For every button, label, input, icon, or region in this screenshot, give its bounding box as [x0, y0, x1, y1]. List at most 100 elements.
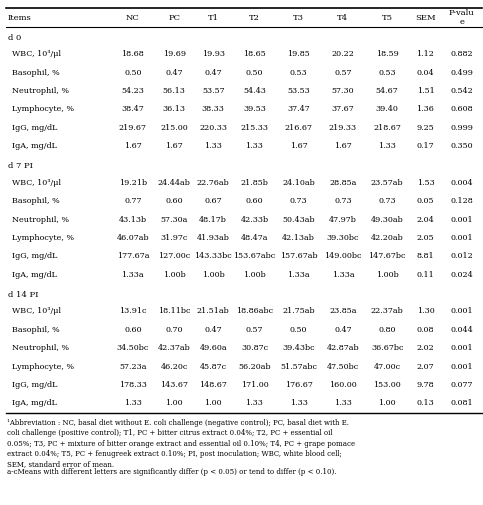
Text: 57.23a: 57.23a: [119, 363, 146, 371]
Text: 42.13ab: 42.13ab: [282, 234, 315, 242]
Text: 38.47: 38.47: [121, 106, 144, 114]
Text: P-valu
e: P-valu e: [449, 9, 474, 26]
Text: 49.30ab: 49.30ab: [371, 216, 404, 224]
Text: IgG, mg/dL: IgG, mg/dL: [12, 124, 57, 132]
Text: 56.20ab: 56.20ab: [238, 363, 271, 371]
Text: 9.78: 9.78: [417, 381, 434, 389]
Text: 1.00: 1.00: [204, 399, 222, 408]
Text: 53.57: 53.57: [202, 87, 225, 95]
Text: 0.001: 0.001: [450, 363, 473, 371]
Text: T2: T2: [249, 14, 260, 22]
Text: 48.47a: 48.47a: [241, 234, 268, 242]
Text: 24.10ab: 24.10ab: [283, 179, 315, 187]
Text: 0.542: 0.542: [450, 87, 473, 95]
Text: 48.17b: 48.17b: [199, 216, 227, 224]
Text: IgA, mg/dL: IgA, mg/dL: [12, 399, 57, 408]
Text: 0.001: 0.001: [450, 216, 473, 224]
Text: 0.47: 0.47: [165, 69, 183, 77]
Text: 0.50: 0.50: [246, 69, 263, 77]
Text: 42.33b: 42.33b: [241, 216, 269, 224]
Text: 30.87c: 30.87c: [241, 344, 268, 352]
Text: 2.02: 2.02: [416, 344, 434, 352]
Text: Basophil, %: Basophil, %: [12, 197, 59, 206]
Text: IgG, mg/dL: IgG, mg/dL: [12, 252, 57, 261]
Text: 0.11: 0.11: [416, 271, 434, 279]
Text: 0.04: 0.04: [417, 69, 434, 77]
Text: 1.36: 1.36: [416, 106, 434, 114]
Text: Lymphocyte, %: Lymphocyte, %: [12, 106, 74, 114]
Text: 1.67: 1.67: [290, 142, 308, 150]
Text: 215.33: 215.33: [241, 124, 269, 132]
Text: 0.50: 0.50: [124, 69, 142, 77]
Text: 216.67: 216.67: [284, 124, 313, 132]
Text: 22.37ab: 22.37ab: [371, 308, 404, 316]
Text: Neutrophil, %: Neutrophil, %: [12, 216, 69, 224]
Text: IgG, mg/dL: IgG, mg/dL: [12, 381, 57, 389]
Text: 54.43: 54.43: [243, 87, 266, 95]
Text: 19.69: 19.69: [163, 50, 185, 59]
Text: 18.86abc: 18.86abc: [236, 308, 273, 316]
Text: 0.499: 0.499: [450, 69, 473, 77]
Text: 37.67: 37.67: [332, 106, 355, 114]
Text: 219.33: 219.33: [329, 124, 357, 132]
Text: 0.47: 0.47: [334, 326, 352, 334]
Text: 1.00: 1.00: [378, 399, 396, 408]
Text: 0.081: 0.081: [450, 399, 473, 408]
Text: 1.67: 1.67: [165, 142, 183, 150]
Text: 219.67: 219.67: [119, 124, 147, 132]
Text: 46.07ab: 46.07ab: [116, 234, 149, 242]
Text: 21.75ab: 21.75ab: [283, 308, 315, 316]
Text: 0.17: 0.17: [417, 142, 434, 150]
Text: 39.40: 39.40: [376, 106, 398, 114]
Text: 2.07: 2.07: [417, 363, 434, 371]
Text: d 14 PI: d 14 PI: [8, 291, 38, 299]
Text: 19.21b: 19.21b: [119, 179, 147, 187]
Text: 127.00c: 127.00c: [158, 252, 190, 261]
Text: 39.53: 39.53: [243, 106, 266, 114]
Text: 21.85b: 21.85b: [241, 179, 269, 187]
Text: 0.05: 0.05: [417, 197, 434, 206]
Text: 0.80: 0.80: [379, 326, 396, 334]
Text: IgA, mg/dL: IgA, mg/dL: [12, 142, 57, 150]
Text: 39.43bc: 39.43bc: [283, 344, 315, 352]
Text: 19.93: 19.93: [202, 50, 225, 59]
Text: 1.33: 1.33: [245, 142, 263, 150]
Text: 37.47: 37.47: [287, 106, 310, 114]
Text: 171.00: 171.00: [241, 381, 269, 389]
Text: 0.60: 0.60: [165, 197, 183, 206]
Text: 0.001: 0.001: [450, 344, 473, 352]
Text: 153.67abc: 153.67abc: [233, 252, 276, 261]
Text: 0.47: 0.47: [204, 69, 222, 77]
Text: 42.87ab: 42.87ab: [327, 344, 359, 352]
Text: 31.97c: 31.97c: [160, 234, 188, 242]
Text: 177.67a: 177.67a: [116, 252, 149, 261]
Text: 1.33: 1.33: [378, 142, 396, 150]
Text: 41.93ab: 41.93ab: [197, 234, 229, 242]
Text: 0.882: 0.882: [450, 50, 473, 59]
Text: 53.53: 53.53: [287, 87, 310, 95]
Text: 1.53: 1.53: [416, 179, 434, 187]
Text: 0.50: 0.50: [290, 326, 308, 334]
Text: 39.30bc: 39.30bc: [327, 234, 359, 242]
Text: ¹Abbreviation : NC, basal diet without E. coli challenge (negative control); PC,: ¹Abbreviation : NC, basal diet without E…: [7, 419, 355, 469]
Text: 8.81: 8.81: [417, 252, 434, 261]
Text: 28.85a: 28.85a: [329, 179, 356, 187]
Text: 1.12: 1.12: [416, 50, 434, 59]
Text: d 0: d 0: [8, 34, 21, 42]
Text: 57.30: 57.30: [332, 87, 354, 95]
Text: 0.77: 0.77: [124, 197, 142, 206]
Text: 0.67: 0.67: [204, 197, 222, 206]
Text: 56.13: 56.13: [163, 87, 185, 95]
Text: 1.00b: 1.00b: [243, 271, 266, 279]
Text: 1.33: 1.33: [124, 399, 142, 408]
Text: 0.128: 0.128: [450, 197, 473, 206]
Text: T5: T5: [382, 14, 393, 22]
Text: 38.33: 38.33: [202, 106, 225, 114]
Text: 1.30: 1.30: [416, 308, 434, 316]
Text: 1.33: 1.33: [245, 399, 263, 408]
Text: 0.57: 0.57: [246, 326, 263, 334]
Text: Neutrophil, %: Neutrophil, %: [12, 87, 69, 95]
Text: 42.37ab: 42.37ab: [158, 344, 190, 352]
Text: 22.76ab: 22.76ab: [197, 179, 229, 187]
Text: 0.608: 0.608: [450, 106, 473, 114]
